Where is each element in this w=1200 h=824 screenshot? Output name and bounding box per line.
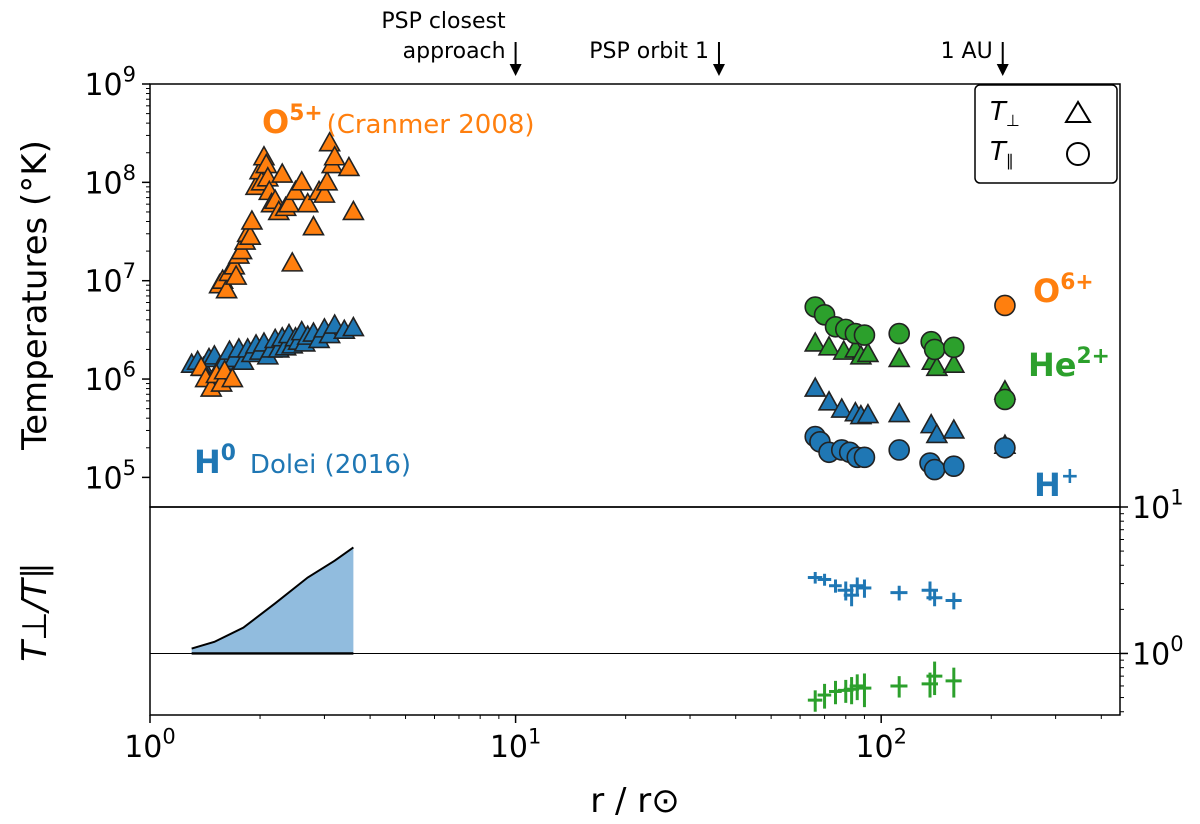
x-tick-label: 100 <box>124 725 176 766</box>
top-panel: 105 106 107 108 109 PSP closest approach PSP o… <box>15 9 1121 508</box>
data-point-triangle <box>817 335 841 356</box>
data-point-triangle <box>238 224 262 246</box>
data-point-circle <box>853 324 876 346</box>
data-point-triangle <box>280 251 304 272</box>
x-tick-label: 101 <box>490 725 542 766</box>
y-tick-label: 108 <box>84 161 136 202</box>
data-point-circle <box>923 458 946 481</box>
data-point-triangle <box>817 390 841 411</box>
annotation-label: 1 AU <box>941 39 993 64</box>
data-point-triangle <box>925 422 949 444</box>
data-point-triangle <box>342 199 365 221</box>
data-point-triangle <box>315 170 339 191</box>
bottom-axis-ticks: 101 100 100 101 102 <box>124 486 1183 766</box>
legend-circle-icon <box>1066 142 1090 166</box>
data-point-triangle <box>830 397 854 418</box>
y-right-tick-label: 101 <box>1132 486 1184 527</box>
top-axis-ticks: 105 106 107 108 109 <box>84 63 150 497</box>
legend-label: T∥ <box>990 137 1014 170</box>
series-label-h0: H0 Dolei (2016) <box>194 441 411 481</box>
legend-triangle-icon <box>1064 100 1092 123</box>
annotation-label: PSP orbit 1 <box>589 39 709 64</box>
series-label-o5: O5+ (Cranmer 2008) <box>262 101 535 141</box>
data-point-triangle <box>277 192 301 213</box>
data-point-triangle <box>887 401 911 423</box>
annotation-arrow-head <box>996 64 1009 76</box>
annotation-label: approach <box>403 39 506 64</box>
data-point-circle <box>943 336 965 359</box>
y-tick-label: 107 <box>84 259 136 300</box>
data-point-triangle <box>215 278 238 299</box>
series-label-he2: He2+ <box>1028 344 1110 384</box>
annotation-arrow-head <box>712 64 725 76</box>
legend: T⊥ T∥ <box>974 84 1118 184</box>
data-point-triangle <box>323 145 347 166</box>
data-point-triangle <box>803 331 827 352</box>
top-chart-marks <box>180 131 1017 481</box>
data-point-circle <box>994 294 1016 317</box>
data-point-circle <box>888 322 910 345</box>
data-point-triangle <box>290 170 314 191</box>
data-point-triangle <box>313 182 336 203</box>
anisotropy-area <box>191 547 354 654</box>
data-point-circle <box>994 436 1016 459</box>
data-point-triangle <box>337 155 361 177</box>
data-point-circle <box>994 388 1016 411</box>
data-point-triangle <box>803 376 827 397</box>
data-point-circle <box>943 455 965 477</box>
data-point-triangle <box>856 341 880 363</box>
x-tick-label: 102 <box>855 725 907 766</box>
data-point-circle <box>853 446 876 469</box>
x-axis-label: r / r⊙ <box>590 781 680 821</box>
y-tick-label: 106 <box>84 358 136 399</box>
data-point-triangle <box>302 215 325 236</box>
bottom-panel: 101 100 100 101 102 T⊥/T∥ r / r⊙ <box>15 486 1184 822</box>
annotation-label: PSP closest <box>381 9 506 34</box>
bottom-y-axis-label: T⊥/T∥ <box>15 562 55 662</box>
data-point-triangle <box>296 192 320 213</box>
y-tick-label: 109 <box>84 63 136 104</box>
data-point-circle <box>923 338 946 361</box>
data-point-triangle <box>925 355 949 377</box>
series-label-hp: H+ <box>1034 464 1079 504</box>
data-point-triangle <box>240 209 264 230</box>
data-point-triangle <box>942 352 966 373</box>
annotation-arrow-head <box>509 64 522 76</box>
data-point-triangle <box>942 418 966 439</box>
data-point-triangle <box>224 264 248 285</box>
data-point-triangle <box>856 402 880 424</box>
data-point-triangle <box>270 162 294 183</box>
anisotropy-area-line <box>191 546 354 650</box>
data-point-triangle <box>221 366 244 388</box>
bottom-plot-frame <box>149 506 1121 716</box>
psp-annotations: PSP closest approach PSP orbit 1 1 AU <box>381 9 1009 76</box>
y-tick-label: 105 <box>84 456 136 497</box>
data-point-triangle <box>342 315 365 337</box>
data-point-triangle <box>887 346 911 368</box>
bottom-chart-marks <box>150 546 1120 712</box>
y-right-tick-label: 100 <box>1132 632 1184 673</box>
top-y-axis-label: Temperatures (°K) <box>15 140 55 451</box>
series-labels: O5+ (Cranmer 2008) H0 Dolei (2016) O6+ He2+ H+ <box>194 101 1110 504</box>
series-label-o6: O6+ <box>1033 270 1094 310</box>
data-point-circle <box>888 439 910 461</box>
legend-label: T⊥ <box>990 97 1020 130</box>
